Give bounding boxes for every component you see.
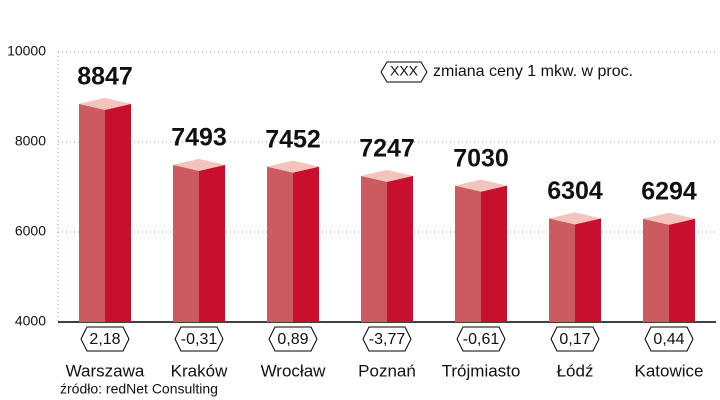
change-label: 0,17 [559, 331, 590, 348]
change-label: 0,89 [277, 331, 308, 348]
bar-left-face [79, 103, 105, 322]
x-tick-label: Trójmiasto [442, 361, 521, 380]
x-tick-label: Łódź [557, 361, 594, 380]
value-label: 6294 [641, 177, 697, 205]
change-label: -0,31 [181, 331, 218, 348]
x-tick-label: Warszawa [66, 361, 145, 380]
value-label: 7247 [359, 134, 415, 162]
legend-symbol [380, 61, 428, 83]
bar [455, 179, 507, 322]
bar-right-face [387, 175, 413, 322]
x-tick-label: Poznań [358, 361, 416, 380]
bar-top-face [455, 179, 507, 192]
bar-left-face [173, 164, 199, 322]
value-label: 7452 [265, 125, 321, 153]
change-badge [644, 326, 694, 352]
bar-top-face [267, 160, 319, 173]
legend-symbol-text: XXX [390, 63, 419, 79]
value-label: 7493 [171, 123, 227, 151]
bar-right-face [481, 185, 507, 322]
bar-top-face [173, 158, 225, 171]
bar-right-face [575, 218, 601, 322]
bar-left-face [361, 175, 387, 322]
bar-right-face [669, 218, 695, 322]
bar-left-face [643, 218, 669, 322]
y-tick-label: 4000 [15, 313, 46, 329]
bar-left-face [549, 218, 575, 322]
change-label: 2,18 [89, 331, 120, 348]
x-tick-label: Katowice [635, 361, 704, 380]
change-badge [456, 326, 506, 352]
value-label: 6304 [547, 177, 603, 205]
bar-top-face [643, 212, 695, 225]
bar-top-face [361, 169, 413, 182]
value-label: 8847 [77, 62, 133, 90]
change-label: -0,61 [463, 331, 500, 348]
bar-right-face [293, 166, 319, 322]
bar-left-face [455, 185, 481, 322]
change-label: -3,77 [369, 331, 406, 348]
y-tick-label: 10000 [7, 43, 46, 59]
bar-top-face [79, 97, 131, 110]
x-tick-label: Wrocław [261, 361, 327, 380]
bar-right-face [199, 164, 225, 322]
bar-right-face [105, 103, 131, 322]
y-tick-label: 6000 [15, 223, 46, 239]
bar [79, 97, 131, 322]
change-badge [268, 326, 318, 352]
y-tick-label: 8000 [15, 133, 46, 149]
change-badge [362, 326, 412, 352]
change-label: 0,44 [653, 331, 684, 348]
bar [361, 169, 413, 322]
change-badge [550, 326, 600, 352]
bar [267, 160, 319, 322]
bar [549, 212, 601, 322]
bar-left-face [267, 166, 293, 322]
x-tick-label: Kraków [171, 361, 228, 380]
change-badge [174, 326, 224, 352]
bar [643, 212, 695, 322]
source: źródło: redNet Consulting [60, 381, 218, 397]
change-badge [80, 326, 130, 352]
bar [173, 158, 225, 322]
value-label: 7030 [453, 144, 509, 172]
bar-top-face [549, 212, 601, 225]
legend-label: zmiana ceny 1 mkw. w proc. [433, 63, 633, 80]
